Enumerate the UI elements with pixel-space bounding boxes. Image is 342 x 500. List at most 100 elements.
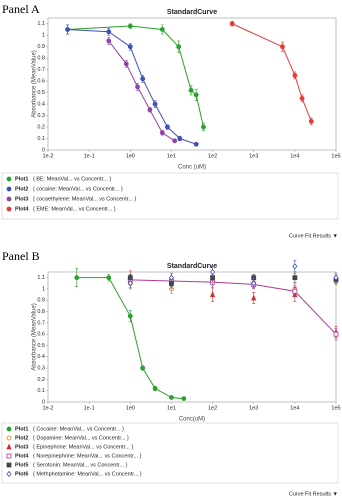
x-tick-label: 1e-2 [42,405,53,411]
legend-label: { cocaine: MeanVal... vs Concentr... } [33,186,123,192]
point [193,92,199,98]
y-tick-label: 1.1 [37,21,45,27]
legend-name: Plot1 [15,176,28,182]
fit-line [108,40,175,142]
y-tick-label: 0.8 [37,56,45,62]
y-tick-label: 1 [42,286,45,292]
point [159,130,165,136]
y-tick-label: 1 [42,33,45,39]
plot-area [47,17,337,151]
point [176,44,182,50]
point [6,186,12,192]
legend-name: Plot2 [15,435,28,441]
point [6,443,12,450]
y-tick-label: 0.5 [37,90,45,96]
x-tick-label: 1e2 [208,405,217,411]
curve-fit-results[interactable]: Curve Fit Results ▼ [289,491,338,497]
legend-name: Plot3 [15,444,28,450]
point [6,426,12,432]
y-tick-label: 0.4 [37,354,45,360]
x-tick-label: 1e3 [249,153,258,159]
point [123,61,129,67]
y-tick-label: 0.3 [37,366,45,372]
point [6,206,12,212]
y-tick-label: 0.1 [37,136,45,142]
legend-name: Plot6 [15,471,28,477]
x-tick-label: 1e0 [126,153,135,159]
legend-box [1,172,339,220]
x-tick-label: 1e5 [331,153,340,159]
point [74,275,80,281]
point [181,396,187,402]
chart-title: StandardCurve [167,9,217,16]
legend-name: Plot2 [15,186,28,192]
legend-label: { EME: MeanVal... vs Concentr... } [33,206,116,212]
point [152,386,158,391]
point [292,72,298,78]
point [168,274,174,281]
point [147,107,153,113]
y-tick-label: 0.6 [37,332,45,338]
chart-title: StandardCurve [167,263,217,270]
point [188,87,194,93]
legend-label: { BE: MeanVal... vs Concentr... } [33,176,111,182]
point [165,124,170,130]
y-tick-label: 0.7 [37,320,45,326]
y-tick-label: 0.4 [37,102,45,108]
y-tick-label: 0.2 [37,377,45,383]
y-tick-label: 0 [42,399,45,405]
y-tick-label: 1.1 [37,275,45,281]
x-tick-label: 1e-2 [42,153,53,159]
fit-line [130,279,337,335]
point [210,268,216,276]
panel-label: Panel B [2,249,40,263]
point [127,44,133,50]
point [106,275,112,281]
point [177,136,183,141]
y-axis-label: Absorbance (MeanValue) [32,303,38,371]
point [229,21,235,27]
y-tick-label: 0.7 [37,67,45,73]
y-tick-label: 0.8 [37,309,45,315]
legend-name: Plot4 [15,206,29,212]
plot-area [47,271,337,403]
legend-name: Plot5 [15,462,28,468]
point [292,275,298,281]
point [65,27,71,32]
x-axis-label: Conc(uM) [179,417,205,423]
point [201,124,206,130]
point [6,462,12,468]
point [333,274,339,281]
point [251,294,257,301]
x-tick-label: 1e2 [208,153,217,159]
x-tick-label: 1e0 [126,405,135,411]
x-tick-label: 1e-1 [84,405,95,411]
legend-label: { cocaethylene: MeanVal... vs Concentr..… [33,196,136,202]
point [140,76,146,82]
y-tick-label: 0.1 [37,388,45,394]
curve-fit-results[interactable]: Curve Fit Results ▼ [289,233,338,239]
point [140,365,146,371]
point [127,280,133,287]
x-axis-label: Conc (uM) [178,165,206,171]
point [308,118,314,124]
y-tick-label: 0.3 [37,113,45,119]
y-tick-label: 0.9 [37,44,45,50]
point [292,263,298,270]
point [209,291,216,298]
y-tick-label: 0.2 [37,124,45,130]
point [6,196,12,202]
legend-name: Plot1 [15,426,28,432]
y-axis-label: Absorbance (MeanValue) [32,50,38,118]
legend-label: { Methphetamine: MeanVal... vs Concentr.… [33,471,142,477]
point [106,29,112,35]
y-tick-label: 0.5 [37,343,45,349]
point [6,435,12,441]
point [127,313,133,319]
x-tick-label: 1e4 [290,405,299,411]
point [6,453,12,459]
fit-line [67,28,197,145]
x-tick-label: 1e-1 [84,153,95,159]
point [106,38,112,44]
